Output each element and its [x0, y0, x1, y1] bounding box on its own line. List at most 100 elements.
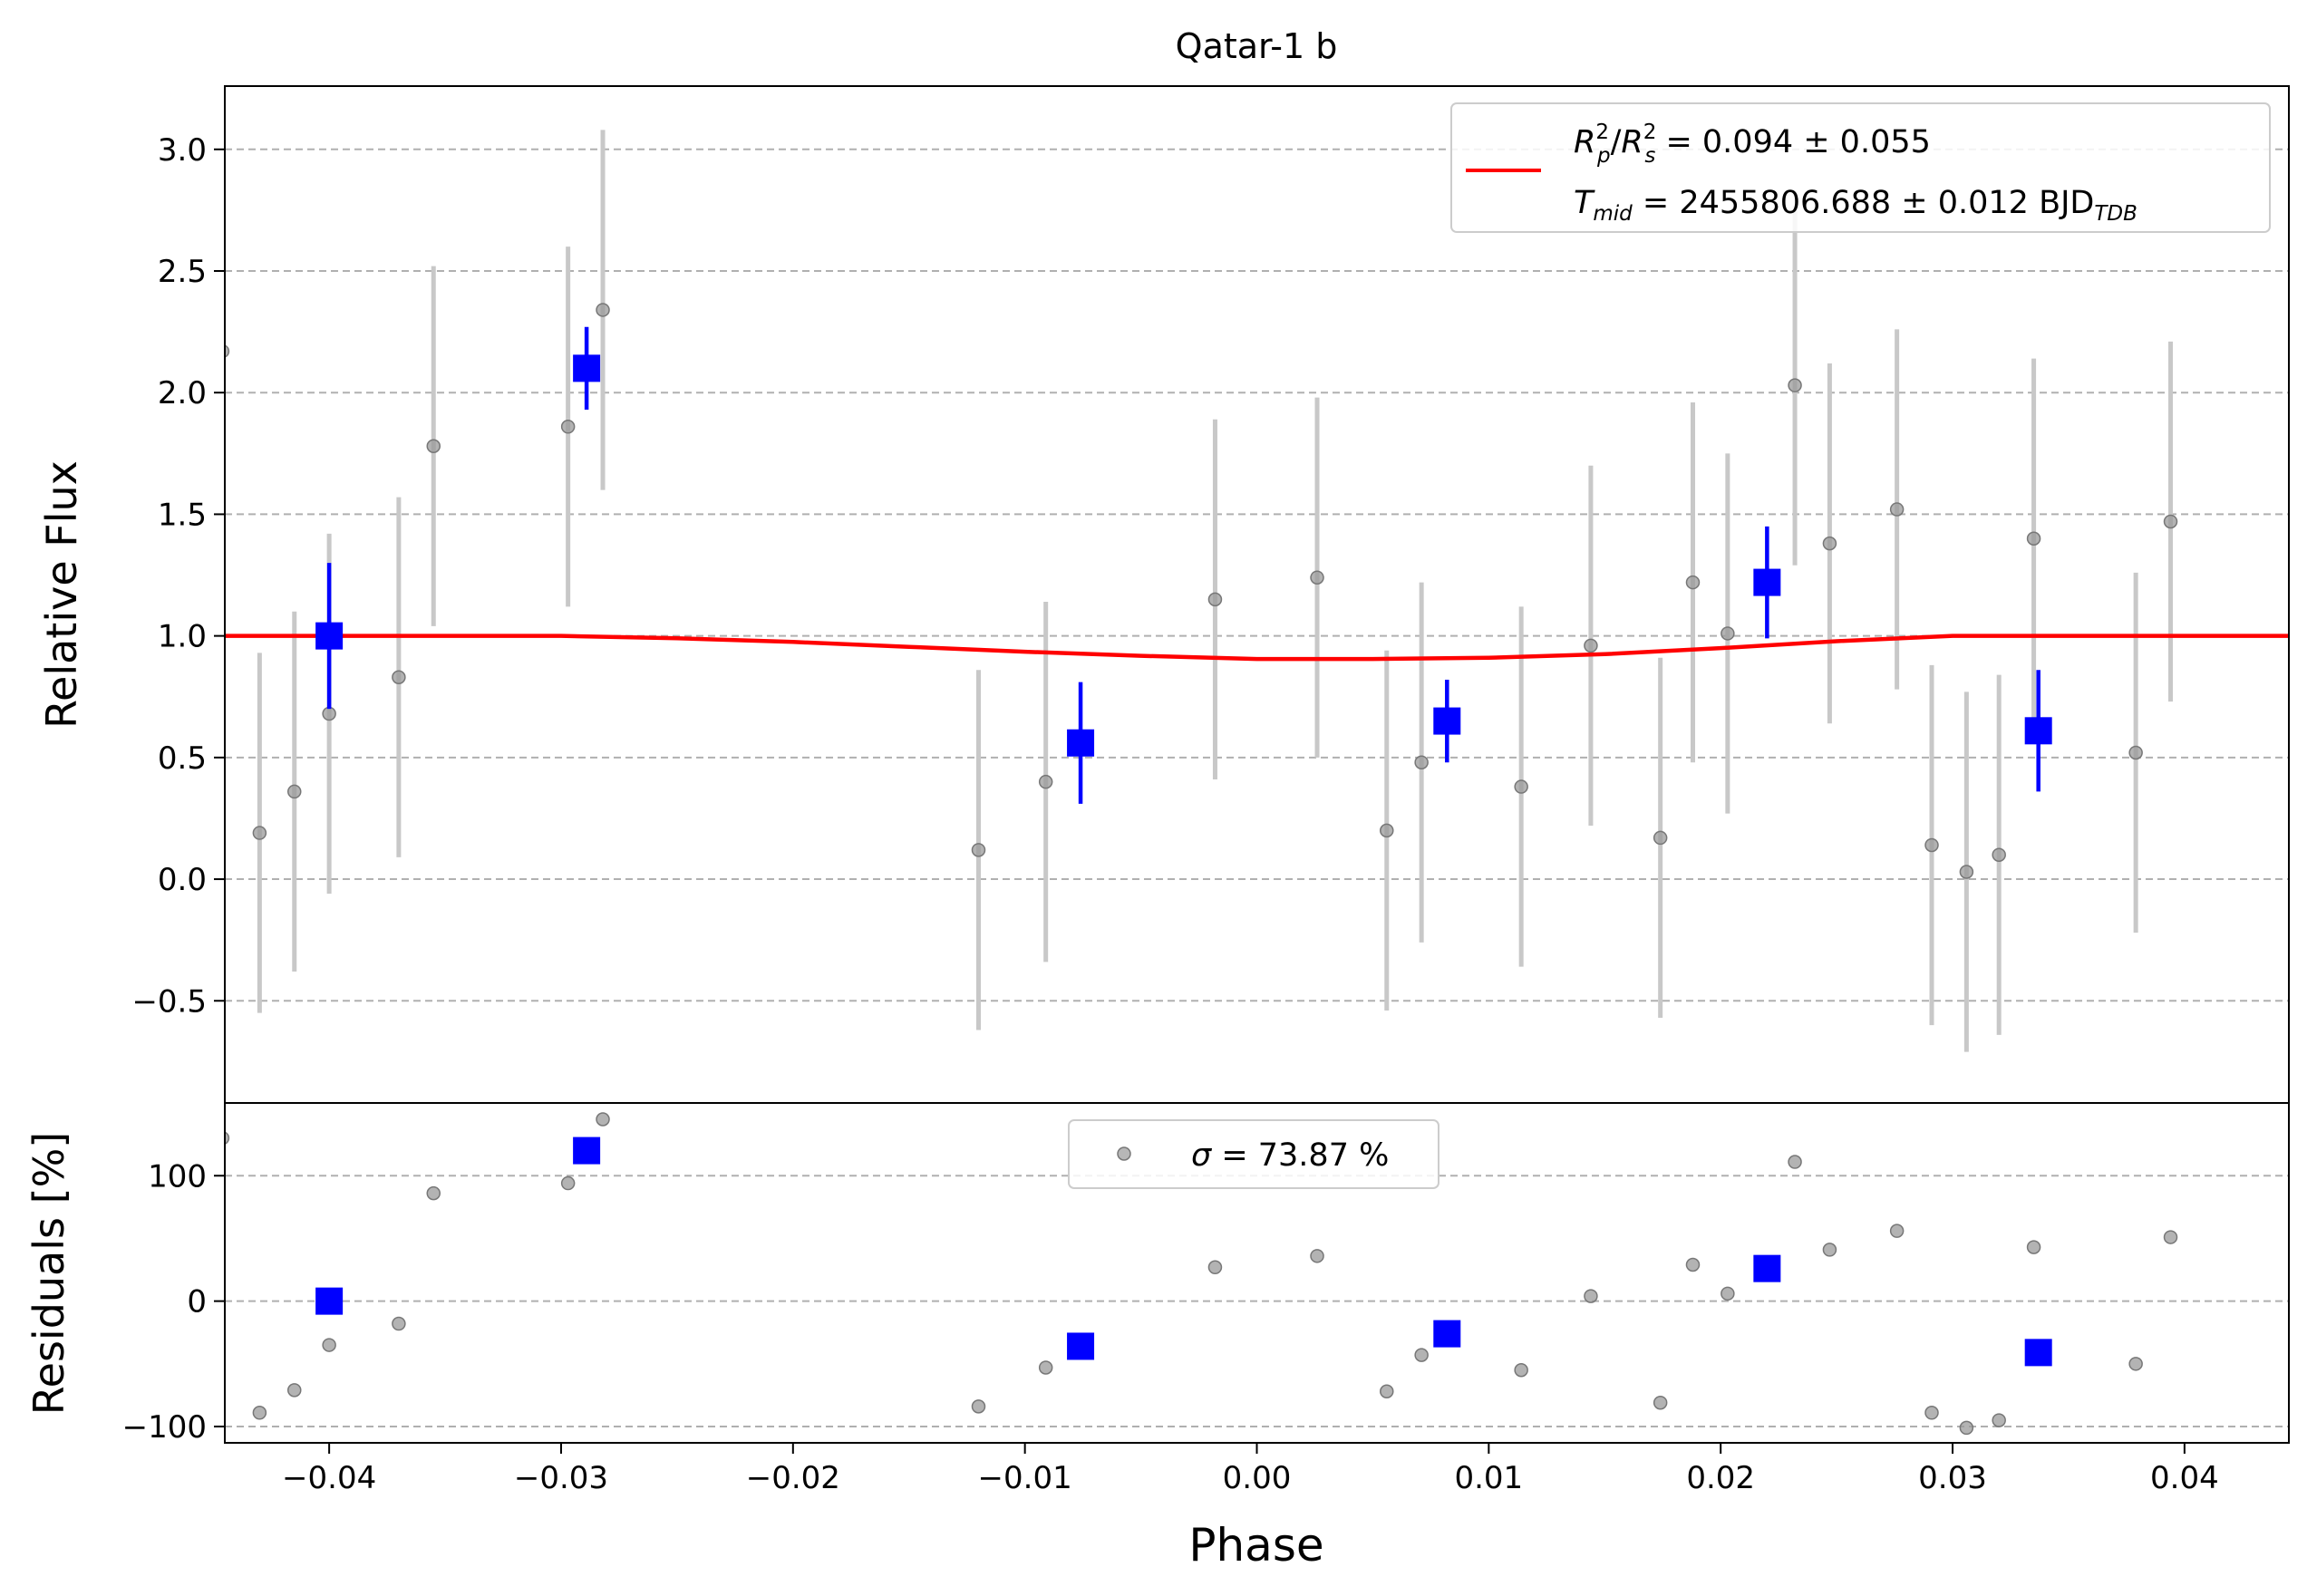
raw-point: [426, 439, 441, 454]
raw-point: [1788, 378, 1802, 392]
residual-point: [2292, 1172, 2304, 1185]
raw-point: [322, 706, 336, 721]
raw-point: [1889, 502, 1905, 517]
bottom-legend: σ = 73.87 %: [1068, 1119, 1439, 1189]
top-y-tick-label: −0.5: [131, 983, 207, 1020]
raw-point: [2026, 531, 2041, 547]
top-y-tick-label: 0.0: [158, 862, 207, 898]
x-tick-label: −0.04: [282, 1460, 376, 1496]
bottom-y-axis-label: Residuals [%]: [24, 1132, 73, 1415]
binned-residual-point: [315, 1287, 344, 1315]
raw-point: [971, 843, 986, 857]
top-model-curve: [225, 634, 2289, 662]
raw-point: [596, 303, 610, 317]
top-raw-errorbars: [257, 130, 2174, 1052]
bottom-legend-box: [1068, 1119, 1439, 1189]
top-legend: R2 p/R2 s = 0.094 ± 0.055 Tmid = 2455806.6…: [1450, 102, 2271, 233]
top-legend-line-1: R2 p/R2 s = 0.094 ± 0.055: [1574, 121, 1931, 168]
top-axes-frame: [224, 85, 2290, 1104]
top-y-tick-label: 1.0: [158, 619, 207, 655]
model-line: [225, 634, 2289, 662]
raw-point: [1992, 847, 2006, 862]
raw-point: [1822, 536, 1837, 551]
residual-point: [1207, 1260, 1223, 1275]
residual-point: [1822, 1243, 1837, 1257]
residual-point: [426, 1185, 441, 1201]
residual-point: [287, 1383, 302, 1398]
binned-point: [2024, 717, 2052, 745]
residual-point: [1653, 1395, 1668, 1410]
bottom-y-tick-label: 0: [187, 1284, 207, 1320]
raw-point: [2128, 745, 2143, 760]
binned-residual-point: [2024, 1339, 2052, 1367]
binned-point: [315, 622, 344, 650]
binned-point: [1067, 729, 1095, 757]
top-legend-box: [1450, 102, 2271, 233]
top-gridlines: [225, 148, 2289, 1002]
residual-point: [1721, 1286, 1735, 1301]
raw-point: [1584, 638, 1598, 653]
raw-point: [1207, 592, 1223, 607]
raw-point: [1310, 570, 1324, 585]
top-y-ticks: −0.5 0.0 0.5 1.0 1.5 2.0 2.5 3.0: [131, 132, 225, 1020]
binned-residual-point: [1067, 1332, 1095, 1360]
x-tick-label: −0.03: [514, 1460, 608, 1496]
raw-point: [1924, 837, 1939, 853]
top-y-tick-label: 2.0: [158, 375, 207, 411]
residual-point: [1514, 1362, 1528, 1378]
raw-point: [1380, 823, 1394, 838]
x-tick-label: −0.02: [746, 1460, 840, 1496]
binned-residual-point: [573, 1137, 601, 1165]
top-raw-points: [225, 303, 2304, 879]
raw-point: [2163, 514, 2178, 529]
raw-point: [2292, 403, 2304, 416]
bottom-y-tick-label: −100: [122, 1409, 207, 1446]
top-y-tick-label: 3.0: [158, 132, 207, 169]
binned-point: [1753, 568, 1781, 596]
raw-point: [1414, 755, 1429, 769]
residual-point: [1310, 1249, 1324, 1263]
raw-point: [1721, 626, 1735, 641]
binned-point: [1433, 707, 1461, 735]
residual-point: [322, 1338, 336, 1352]
residual-point: [252, 1406, 267, 1420]
bottom-axes-frame: [224, 1102, 2290, 1444]
raw-point: [252, 826, 267, 840]
top-y-tick-label: 1.5: [158, 497, 207, 533]
x-tick-label: 0.03: [1918, 1460, 1987, 1496]
residual-point: [1038, 1360, 1053, 1375]
residual-point: [1414, 1348, 1429, 1362]
residual-point: [1685, 1257, 1701, 1272]
bottom-raw-points: [225, 1112, 2304, 1436]
residual-point: [971, 1399, 986, 1414]
raw-point: [1685, 575, 1701, 590]
residual-point: [1959, 1420, 1974, 1436]
raw-point: [287, 784, 302, 799]
binned-point: [573, 354, 601, 382]
residual-point: [2026, 1240, 2041, 1254]
top-y-tick-label: 2.5: [158, 254, 207, 290]
residual-point: [1380, 1384, 1394, 1399]
x-tick-label: −0.01: [978, 1460, 1072, 1496]
raw-point: [1959, 865, 1974, 879]
bottom-legend-swatch: [1117, 1146, 1131, 1161]
bottom-y-ticks: −100 0 100: [122, 1158, 225, 1446]
raw-point: [225, 344, 230, 358]
residual-point: [1584, 1289, 1598, 1303]
raw-point: [1514, 779, 1528, 794]
raw-point: [392, 670, 406, 685]
residual-point: [1992, 1413, 2006, 1427]
residual-point: [1924, 1406, 1939, 1420]
binned-residual-point: [1753, 1254, 1781, 1282]
bottom-gridlines: [225, 1175, 2289, 1428]
top-y-tick-label: 0.5: [158, 740, 207, 777]
x-axis-label: Phase: [1188, 1519, 1323, 1572]
residual-point: [2163, 1230, 2178, 1244]
x-tick-label: 0.02: [1686, 1460, 1755, 1496]
raw-point: [1038, 774, 1053, 789]
binned-residual-point: [1433, 1320, 1461, 1348]
x-tick-label: 0.00: [1223, 1460, 1292, 1496]
residual-point: [1889, 1224, 1905, 1238]
residual-point: [2128, 1357, 2143, 1371]
